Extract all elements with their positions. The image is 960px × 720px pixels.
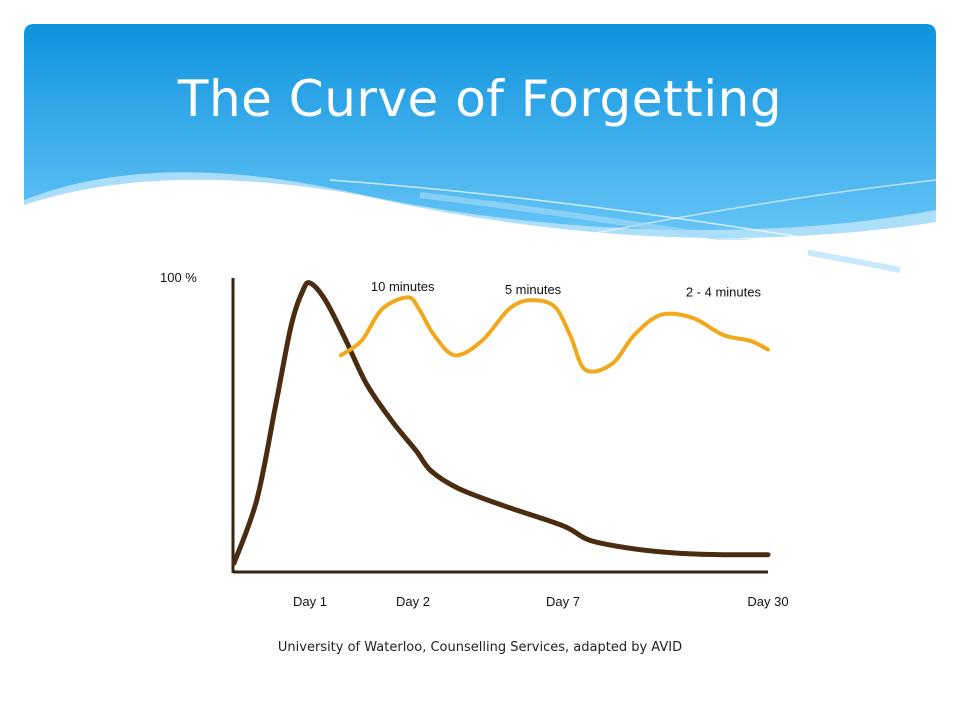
source-credit: University of Waterloo, Counselling Serv… bbox=[277, 640, 683, 655]
series-line-review bbox=[338, 295, 770, 374]
x-tick-label: Day 7 bbox=[546, 594, 580, 609]
x-tick-labels: Day 1 Day 2 Day 7 Day 30 bbox=[293, 594, 789, 609]
series-annotation: 5 minutes bbox=[505, 282, 562, 297]
series-layer bbox=[231, 280, 771, 566]
x-tick-label: Day 30 bbox=[747, 594, 788, 609]
chart-svg: 100 % Day 1 Day 2 Day 7 Day 30 10 minutes 5 … bbox=[140, 240, 808, 620]
chart-background bbox=[140, 240, 808, 620]
annotation-layer: 10 minutes 5 minutes 2 - 4 minutes bbox=[371, 279, 762, 300]
series-line-retention bbox=[231, 280, 771, 566]
forgetting-curve-chart: 100 % Day 1 Day 2 Day 7 Day 30 10 minutes 5 … bbox=[140, 240, 808, 620]
x-tick-label: Day 2 bbox=[396, 594, 430, 609]
slide-title: The Curve of Forgetting bbox=[177, 70, 783, 128]
x-tick-label: Day 1 bbox=[293, 594, 327, 609]
y-axis-label: 100 % bbox=[160, 270, 197, 285]
series-annotation: 2 - 4 minutes bbox=[686, 285, 762, 300]
series-annotation: 10 minutes bbox=[371, 279, 435, 294]
